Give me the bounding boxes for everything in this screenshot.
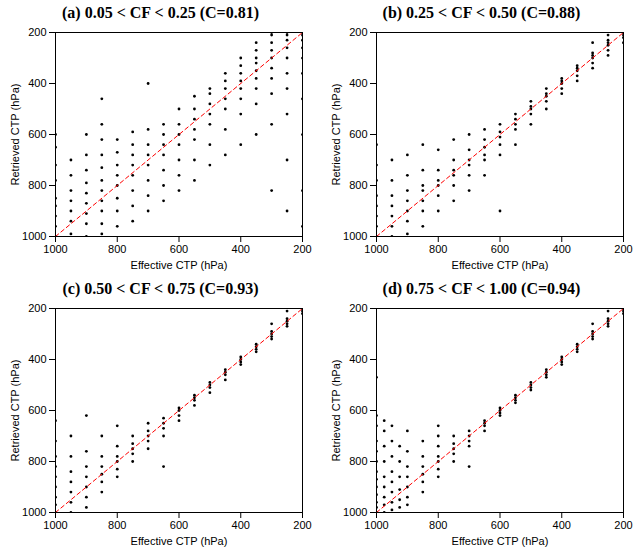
svg-text:1000: 1000 bbox=[43, 519, 67, 531]
svg-text:400: 400 bbox=[28, 353, 46, 365]
svg-text:600: 600 bbox=[491, 243, 509, 255]
svg-text:600: 600 bbox=[349, 128, 367, 140]
svg-text:Effective CTP (hPa): Effective CTP (hPa) bbox=[131, 259, 228, 271]
svg-text:600: 600 bbox=[28, 404, 46, 416]
svg-text:1000: 1000 bbox=[343, 506, 367, 518]
html-text:(a) 0.05 < CF < 0.25 (C=0.81): (a) 0.05 < CF < 0.25 (C=0.81) bbox=[62, 4, 259, 21]
svg-text:1000: 1000 bbox=[43, 243, 67, 255]
svg-text:200: 200 bbox=[349, 26, 367, 38]
svg-text:200: 200 bbox=[614, 519, 632, 531]
svg-text:600: 600 bbox=[170, 519, 188, 531]
svg-text:800: 800 bbox=[429, 519, 447, 531]
svg-text:Effective CTP (hPa): Effective CTP (hPa) bbox=[131, 535, 228, 547]
svg-text:400: 400 bbox=[28, 77, 46, 89]
svg-text:800: 800 bbox=[349, 455, 367, 467]
html-text:(b) 0.25 < CF < 0.50 (C=0.88): (b) 0.25 < CF < 0.50 (C=0.88) bbox=[382, 4, 581, 21]
svg-text:400: 400 bbox=[232, 243, 250, 255]
svg-text:Retrieved CTP (hPa): Retrieved CTP (hPa) bbox=[330, 360, 342, 462]
html-text:(c) 0.50 < CF < 0.75 (C=0.93): (c) 0.50 < CF < 0.75 (C=0.93) bbox=[62, 280, 259, 297]
svg-text:Effective CTP (hPa): Effective CTP (hPa) bbox=[452, 535, 549, 547]
svg-text:400: 400 bbox=[349, 77, 367, 89]
svg-text:Retrieved CTP (hPa): Retrieved CTP (hPa) bbox=[9, 360, 21, 462]
svg-text:800: 800 bbox=[28, 455, 46, 467]
svg-text:800: 800 bbox=[429, 243, 447, 255]
svg-text:400: 400 bbox=[232, 519, 250, 531]
html-text:(d) 0.75 < CF < 1.00 (C=0.94): (d) 0.75 < CF < 1.00 (C=0.94) bbox=[382, 280, 581, 297]
svg-text:1000: 1000 bbox=[22, 506, 46, 518]
svg-text:200: 200 bbox=[293, 243, 311, 255]
svg-text:Retrieved CTP (hPa): Retrieved CTP (hPa) bbox=[330, 84, 342, 186]
svg-text:800: 800 bbox=[108, 243, 126, 255]
svg-text:600: 600 bbox=[349, 404, 367, 416]
svg-text:800: 800 bbox=[108, 519, 126, 531]
svg-text:1000: 1000 bbox=[364, 519, 388, 531]
svg-text:1000: 1000 bbox=[343, 230, 367, 242]
svg-text:Effective CTP (hPa): Effective CTP (hPa) bbox=[452, 259, 549, 271]
svg-text:200: 200 bbox=[28, 302, 46, 314]
svg-text:400: 400 bbox=[553, 519, 571, 531]
svg-text:600: 600 bbox=[28, 128, 46, 140]
svg-text:600: 600 bbox=[170, 243, 188, 255]
svg-text:400: 400 bbox=[349, 353, 367, 365]
svg-text:200: 200 bbox=[614, 243, 632, 255]
svg-text:400: 400 bbox=[553, 243, 571, 255]
svg-text:800: 800 bbox=[28, 179, 46, 191]
svg-text:800: 800 bbox=[349, 179, 367, 191]
svg-text:1000: 1000 bbox=[22, 230, 46, 242]
svg-text:200: 200 bbox=[349, 302, 367, 314]
svg-text:200: 200 bbox=[28, 26, 46, 38]
svg-text:200: 200 bbox=[293, 519, 311, 531]
svg-text:1000: 1000 bbox=[364, 243, 388, 255]
svg-text:Retrieved CTP (hPa): Retrieved CTP (hPa) bbox=[9, 84, 21, 186]
svg-text:600: 600 bbox=[491, 519, 509, 531]
